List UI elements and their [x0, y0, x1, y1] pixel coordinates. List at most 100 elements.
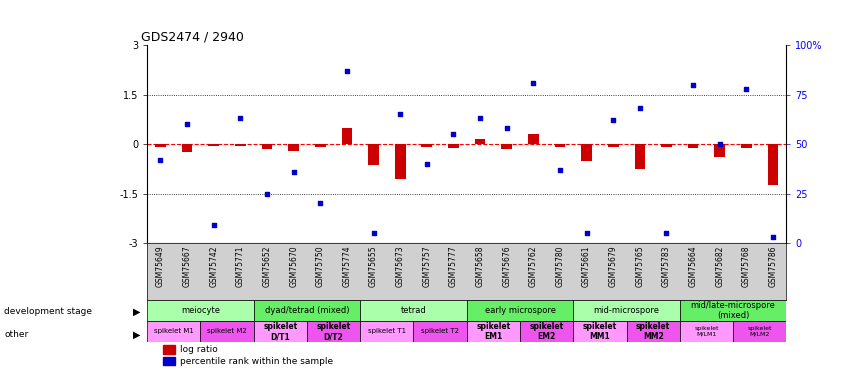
Text: spikelet M1: spikelet M1 — [154, 328, 193, 334]
Point — [659, 230, 673, 236]
FancyBboxPatch shape — [414, 321, 467, 342]
Point — [633, 105, 647, 111]
Bar — [608, 144, 618, 147]
Bar — [501, 144, 512, 149]
Text: ▶: ▶ — [133, 306, 140, 316]
Point — [394, 111, 407, 117]
Text: ▶: ▶ — [133, 329, 140, 339]
Point — [606, 117, 620, 123]
Bar — [555, 144, 565, 147]
FancyBboxPatch shape — [733, 321, 786, 342]
Bar — [688, 144, 698, 148]
Text: spikelet
D/T2: spikelet D/T2 — [316, 322, 351, 341]
Point — [314, 200, 327, 206]
FancyBboxPatch shape — [200, 321, 254, 342]
Text: GSM75655: GSM75655 — [369, 246, 378, 288]
Text: spikelet T2: spikelet T2 — [421, 328, 459, 334]
Bar — [155, 144, 166, 147]
Text: development stage: development stage — [4, 307, 93, 316]
Text: spikelet
M/LM2: spikelet M/LM2 — [748, 326, 772, 337]
FancyBboxPatch shape — [627, 321, 680, 342]
Text: GSM75658: GSM75658 — [475, 246, 484, 287]
Text: GSM75771: GSM75771 — [235, 246, 245, 287]
Bar — [182, 144, 193, 152]
FancyBboxPatch shape — [360, 321, 414, 342]
Point — [766, 234, 780, 240]
Text: spikelet
MM1: spikelet MM1 — [583, 322, 617, 341]
Point — [500, 125, 513, 131]
Text: spikelet M2: spikelet M2 — [207, 328, 247, 334]
Bar — [288, 144, 299, 151]
Text: spikelet
EM2: spikelet EM2 — [530, 322, 563, 341]
FancyBboxPatch shape — [467, 300, 574, 321]
Text: GSM75679: GSM75679 — [609, 246, 618, 288]
FancyBboxPatch shape — [360, 300, 467, 321]
Bar — [448, 144, 459, 148]
FancyBboxPatch shape — [680, 300, 786, 321]
FancyBboxPatch shape — [467, 321, 520, 342]
Bar — [581, 144, 592, 160]
Text: spikelet
EM1: spikelet EM1 — [476, 322, 510, 341]
Point — [473, 115, 487, 121]
Point — [447, 131, 460, 137]
Bar — [368, 144, 378, 165]
Text: GSM75786: GSM75786 — [769, 246, 778, 287]
FancyBboxPatch shape — [307, 321, 360, 342]
Point — [579, 230, 593, 236]
Point — [287, 169, 300, 175]
Text: GSM75649: GSM75649 — [156, 246, 165, 288]
Text: tetrad: tetrad — [400, 306, 426, 315]
Point — [180, 121, 193, 127]
FancyBboxPatch shape — [574, 321, 627, 342]
Point — [340, 68, 353, 74]
FancyBboxPatch shape — [574, 300, 680, 321]
Bar — [528, 134, 539, 144]
Text: meiocyte: meiocyte — [181, 306, 220, 315]
Text: GSM75768: GSM75768 — [742, 246, 751, 287]
Text: GSM75780: GSM75780 — [555, 246, 564, 287]
Text: GSM75661: GSM75661 — [582, 246, 591, 287]
Text: GSM75757: GSM75757 — [422, 246, 431, 288]
Point — [526, 80, 540, 86]
Text: GSM75783: GSM75783 — [662, 246, 671, 287]
Text: other: other — [4, 330, 29, 339]
Bar — [634, 144, 645, 169]
Bar — [163, 357, 175, 366]
Point — [686, 82, 700, 88]
Text: GSM75667: GSM75667 — [182, 246, 192, 288]
Text: early microspore: early microspore — [484, 306, 556, 315]
FancyBboxPatch shape — [147, 321, 200, 342]
Text: GSM75774: GSM75774 — [342, 246, 352, 288]
Text: GSM75762: GSM75762 — [529, 246, 538, 287]
Text: spikelet
M/LM1: spikelet M/LM1 — [694, 326, 719, 337]
FancyBboxPatch shape — [254, 321, 307, 342]
Bar — [714, 144, 725, 157]
Text: GDS2474 / 2940: GDS2474 / 2940 — [140, 31, 244, 44]
Text: mid/late-microspore
(mixed): mid/late-microspore (mixed) — [690, 300, 775, 320]
Text: GSM75652: GSM75652 — [262, 246, 272, 287]
Text: spikelet T1: spikelet T1 — [368, 328, 406, 334]
Text: percentile rank within the sample: percentile rank within the sample — [181, 357, 334, 366]
Text: mid-microspore: mid-microspore — [594, 306, 659, 315]
Bar — [395, 144, 405, 178]
Text: GSM75670: GSM75670 — [289, 246, 299, 288]
Text: GSM75664: GSM75664 — [689, 246, 698, 288]
Text: GSM75765: GSM75765 — [635, 246, 644, 288]
Bar — [661, 144, 672, 147]
Point — [260, 190, 273, 196]
Bar — [341, 128, 352, 144]
Point — [207, 222, 220, 228]
Text: GSM75673: GSM75673 — [395, 246, 405, 288]
Point — [420, 161, 434, 167]
Point — [553, 167, 567, 173]
Text: GSM75750: GSM75750 — [315, 246, 325, 288]
Bar — [421, 144, 432, 147]
Point — [713, 141, 727, 147]
Bar — [474, 139, 485, 144]
Point — [234, 115, 247, 121]
FancyBboxPatch shape — [520, 321, 574, 342]
Text: GSM75682: GSM75682 — [715, 246, 724, 287]
FancyBboxPatch shape — [147, 300, 254, 321]
Text: log ratio: log ratio — [181, 345, 218, 354]
Bar — [741, 144, 752, 148]
